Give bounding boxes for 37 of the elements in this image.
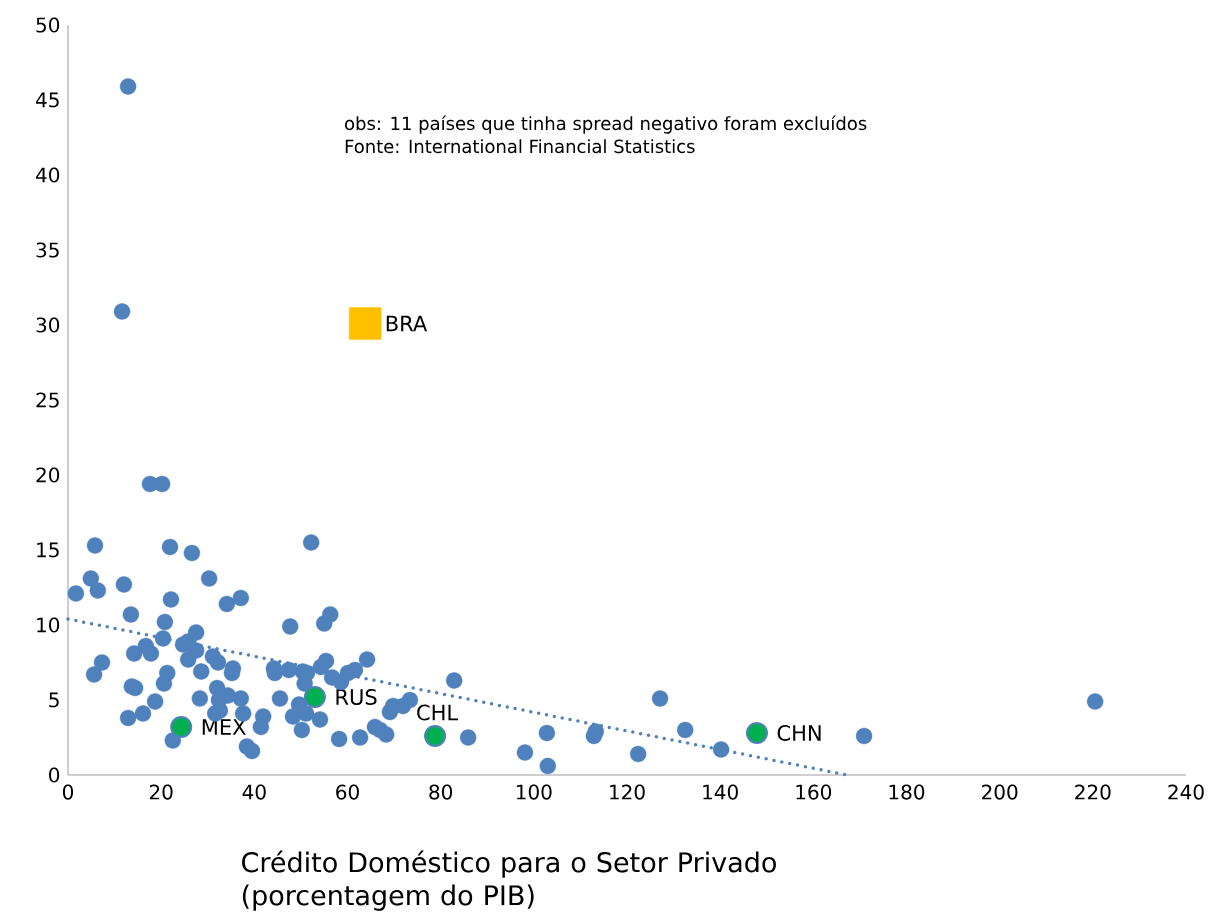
x-axis-title: Crédito Doméstico para o Setor Privado (porcentagem do PIB): [242, 850, 776, 911]
x-tick-label: 0: [62, 784, 74, 800]
x-tick-label: 40: [242, 784, 266, 800]
point: [303, 685, 326, 708]
annotation: obs: 11 países que tinha spread negativo foram excluídos: [345, 115, 867, 134]
y-tick-label: 5: [49, 692, 59, 708]
x-tick-label: 120: [610, 784, 645, 800]
x-tick-label: 240: [1168, 784, 1204, 800]
y-tick-label: 25: [36, 392, 59, 408]
point: [170, 715, 193, 738]
x-tick-label: 20: [149, 784, 173, 800]
annotation: CHN: [777, 725, 821, 741]
annotation: BRA: [386, 315, 428, 332]
x-tick-label: 180: [889, 784, 925, 800]
y-tick-label: 35: [36, 242, 59, 258]
x-tick-label: 60: [336, 784, 359, 800]
point: [424, 724, 447, 747]
point: [745, 721, 768, 744]
y-tick-label: 40: [36, 167, 60, 183]
y-tick-label: 45: [36, 92, 59, 108]
x-tick-label: 160: [796, 784, 832, 800]
y-tick-label: 30: [36, 317, 60, 333]
y-tick-label: 50: [36, 17, 60, 33]
x-tick-label: 220: [1075, 784, 1111, 800]
y-tick-label: 0: [49, 767, 60, 783]
annotation: CHL: [417, 704, 459, 721]
x-tick-label: 100: [516, 784, 552, 800]
annotation: RUS: [336, 689, 377, 705]
x-tick-label: 80: [429, 784, 453, 800]
x-tick-label: 200: [982, 784, 1018, 800]
y-tick-label: 10: [37, 617, 60, 633]
point: [349, 307, 382, 340]
annotation: MEX: [202, 719, 246, 735]
annotation: Fonte: International Financial Statistics: [345, 139, 695, 154]
x-tick-label: 140: [703, 784, 738, 800]
y-tick-label: 20: [36, 467, 60, 483]
y-tick-label: 15: [37, 542, 59, 558]
